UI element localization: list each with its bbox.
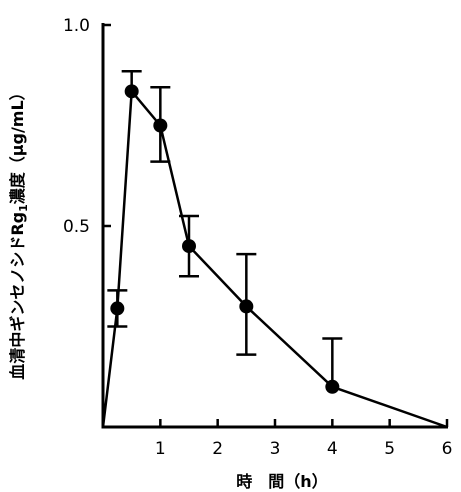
y-axis-title: 血清中ギンセノシドRg1濃度（μg/mL） <box>8 84 30 379</box>
y-tick-label: 1.0 <box>63 16 90 36</box>
error-bars <box>107 69 343 387</box>
data-point <box>153 118 168 133</box>
x-tick-label: 2 <box>212 439 223 459</box>
y-tick-labels: 0.5 1.0 <box>63 16 90 237</box>
y-tick-label: 0.5 <box>63 217 90 237</box>
data-point <box>182 239 196 254</box>
y-axis-title-main: 血清中ギンセノシドRg <box>8 212 27 380</box>
data-points <box>110 84 340 394</box>
series-line <box>101 90 448 429</box>
data-point <box>110 301 125 316</box>
y-axis-title-tail: 濃度（μg/mL） <box>8 84 27 204</box>
x-tick-label: 1 <box>155 439 166 459</box>
x-axis-title: 時 間（h） <box>236 472 327 491</box>
series-lines <box>101 90 448 429</box>
data-point <box>325 379 340 394</box>
data-point <box>239 299 254 314</box>
x-tick-labels: 1 2 3 4 5 6 <box>155 439 452 459</box>
x-tick-label: 4 <box>327 439 338 459</box>
data-point <box>124 84 139 99</box>
x-tick-label: 6 <box>442 439 453 459</box>
x-tick-label: 5 <box>384 439 395 459</box>
axes <box>101 23 449 429</box>
x-tick-label: 3 <box>270 439 281 459</box>
y-axis-title-subscript: 1 <box>17 204 30 212</box>
